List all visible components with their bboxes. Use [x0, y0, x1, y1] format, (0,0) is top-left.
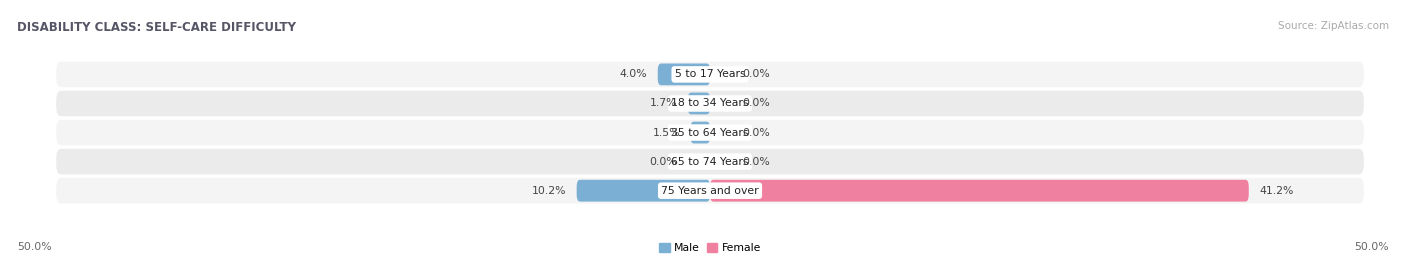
Text: 1.5%: 1.5%	[652, 128, 681, 137]
FancyBboxPatch shape	[56, 91, 1364, 116]
Text: 10.2%: 10.2%	[531, 186, 567, 196]
FancyBboxPatch shape	[690, 122, 710, 143]
Text: 4.0%: 4.0%	[620, 69, 647, 79]
Text: 0.0%: 0.0%	[742, 98, 770, 109]
Text: DISABILITY CLASS: SELF-CARE DIFFICULTY: DISABILITY CLASS: SELF-CARE DIFFICULTY	[17, 21, 295, 35]
FancyBboxPatch shape	[56, 178, 1364, 203]
Text: Source: ZipAtlas.com: Source: ZipAtlas.com	[1278, 21, 1389, 31]
FancyBboxPatch shape	[688, 92, 710, 114]
Text: 5 to 17 Years: 5 to 17 Years	[675, 69, 745, 79]
FancyBboxPatch shape	[658, 64, 710, 85]
FancyBboxPatch shape	[576, 180, 710, 202]
FancyBboxPatch shape	[56, 62, 1364, 87]
Text: 50.0%: 50.0%	[17, 242, 52, 252]
Text: 35 to 64 Years: 35 to 64 Years	[671, 128, 749, 137]
Text: 0.0%: 0.0%	[650, 157, 678, 167]
Text: 0.0%: 0.0%	[742, 157, 770, 167]
Text: 0.0%: 0.0%	[742, 128, 770, 137]
Text: 41.2%: 41.2%	[1260, 186, 1294, 196]
Text: 75 Years and over: 75 Years and over	[661, 186, 759, 196]
Text: 18 to 34 Years: 18 to 34 Years	[671, 98, 749, 109]
Text: 65 to 74 Years: 65 to 74 Years	[671, 157, 749, 167]
FancyBboxPatch shape	[56, 120, 1364, 145]
Legend: Male, Female: Male, Female	[655, 238, 765, 257]
FancyBboxPatch shape	[710, 180, 1249, 202]
Text: 50.0%: 50.0%	[1354, 242, 1389, 252]
FancyBboxPatch shape	[56, 149, 1364, 174]
Text: 1.7%: 1.7%	[650, 98, 678, 109]
Text: 0.0%: 0.0%	[742, 69, 770, 79]
